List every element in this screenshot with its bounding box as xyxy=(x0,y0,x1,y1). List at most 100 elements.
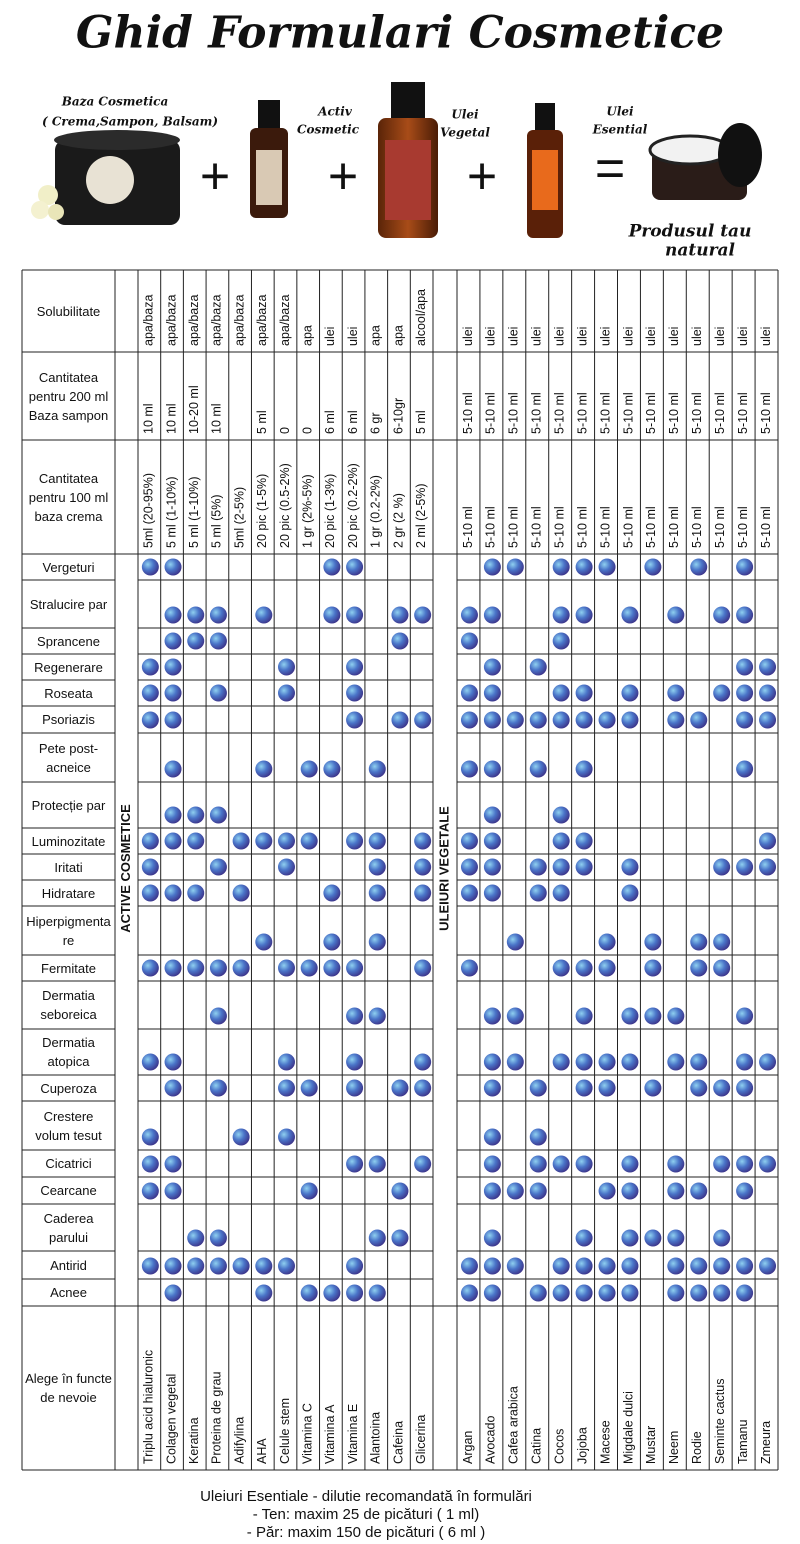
check-dot xyxy=(483,832,501,850)
check-dot xyxy=(164,1155,182,1173)
check-dot xyxy=(368,760,386,778)
row-label-box: Roseata xyxy=(44,686,92,701)
check-dot xyxy=(255,933,273,951)
check-dot xyxy=(667,1155,685,1173)
cell-text: ulei xyxy=(736,327,750,346)
check-dot xyxy=(575,1053,593,1071)
row-label-box: Cuperoza xyxy=(40,1081,96,1096)
row-label: Cantitatea pentru 200 ml Baza sampon xyxy=(28,369,109,423)
svg-text:=: = xyxy=(595,140,625,198)
row-label-box: Vergeturi xyxy=(42,560,94,575)
cell-text: 10 ml xyxy=(210,403,224,434)
column-name: Catina xyxy=(530,1428,544,1464)
check-dot xyxy=(575,1257,593,1275)
check-dot xyxy=(460,632,478,650)
check-dot xyxy=(598,933,616,951)
column-name: Proteina de grau xyxy=(210,1372,224,1464)
check-dot xyxy=(300,1079,318,1097)
row-label-box: Antirid xyxy=(50,1258,87,1273)
check-dot xyxy=(621,1007,639,1025)
check-dot xyxy=(598,711,616,729)
check-dot xyxy=(368,832,386,850)
check-dot xyxy=(736,1155,754,1173)
cell-text: apa/baza xyxy=(210,295,224,346)
column-name: Triplu acid hialuronic xyxy=(142,1350,156,1464)
check-dot xyxy=(346,711,364,729)
column-name: Cocos xyxy=(552,1429,566,1464)
check-dot xyxy=(529,1128,547,1146)
check-dot xyxy=(391,1229,409,1247)
check-dot xyxy=(483,1284,501,1302)
cell-text: 1 gr (2%-5%) xyxy=(300,474,314,548)
check-dot xyxy=(209,1079,227,1097)
cell-text: ulei xyxy=(323,327,337,346)
cell-text: apa/baza xyxy=(232,295,246,346)
check-dot xyxy=(598,1257,616,1275)
row-label-box: Regenerare xyxy=(34,660,103,675)
row-label: Cearcane xyxy=(40,1183,97,1198)
check-dot xyxy=(323,933,341,951)
cell-text: 5-10 ml xyxy=(713,506,727,548)
illustrations: + + + = xyxy=(31,82,762,238)
row-label: Dermatia seboreica xyxy=(40,988,97,1022)
check-dot xyxy=(736,858,754,876)
check-dot xyxy=(141,959,159,977)
check-dot xyxy=(713,959,731,977)
column-name: Avocado xyxy=(484,1416,498,1464)
check-dot xyxy=(483,1257,501,1275)
cell-text: ulei xyxy=(461,327,475,346)
check-dot xyxy=(391,1079,409,1097)
cell-text: 5-10 ml xyxy=(667,392,681,434)
cell-text: 5-10 ml xyxy=(507,392,521,434)
check-dot xyxy=(278,832,295,850)
cell-text: 5-10 ml xyxy=(461,506,475,548)
check-dot xyxy=(278,1128,295,1146)
check-dot xyxy=(759,1155,777,1173)
check-dot xyxy=(391,1182,409,1200)
check-dot xyxy=(483,884,501,902)
check-dot xyxy=(483,1155,501,1173)
check-dot xyxy=(164,884,182,902)
column-name: Tamanu xyxy=(736,1419,750,1464)
row-label-box: Caderea parului xyxy=(44,1211,94,1245)
check-dot xyxy=(713,1079,731,1097)
check-dot xyxy=(552,1257,570,1275)
check-dot xyxy=(759,858,777,876)
cell-text: ulei xyxy=(575,327,589,346)
check-dot xyxy=(368,933,386,951)
check-dot xyxy=(621,606,639,624)
cell-text: 5-10 ml xyxy=(690,392,704,434)
check-dot xyxy=(209,959,227,977)
product-label: Esential xyxy=(592,123,648,137)
check-dot xyxy=(713,684,731,702)
row-label-box: Luminozitate xyxy=(32,834,106,849)
check-dot xyxy=(690,1257,708,1275)
check-dot xyxy=(621,684,639,702)
check-dot xyxy=(552,959,570,977)
check-dot xyxy=(713,1155,731,1173)
check-dot xyxy=(690,1284,708,1302)
check-dot xyxy=(736,760,754,778)
check-dot xyxy=(483,760,501,778)
product-label: ( Crema,Sampon, Balsam) xyxy=(42,115,218,129)
check-dot xyxy=(529,858,547,876)
row-label-box: Crestere volum tesut xyxy=(35,1109,101,1143)
cell-text: 5-10 ml xyxy=(667,506,681,548)
check-dot xyxy=(552,606,570,624)
cell-text: 5ml (2-5%) xyxy=(232,487,246,548)
check-dot xyxy=(552,832,570,850)
check-dot xyxy=(667,1007,685,1025)
check-dot xyxy=(164,711,182,729)
footer-line: - Păr: maxim 150 de picături ( 6 ml ) xyxy=(247,1524,485,1541)
check-dot xyxy=(690,711,708,729)
check-dot xyxy=(460,1257,478,1275)
check-dot xyxy=(460,711,478,729)
check-dot xyxy=(278,959,295,977)
cell-text: apa/baza xyxy=(164,295,178,346)
check-dot xyxy=(483,606,501,624)
check-dot xyxy=(575,832,593,850)
cell-text: 10 ml xyxy=(164,403,178,434)
cell-text: 10 ml xyxy=(142,403,156,434)
cell-text: 5 ml xyxy=(255,410,269,434)
check-dot xyxy=(552,884,570,902)
